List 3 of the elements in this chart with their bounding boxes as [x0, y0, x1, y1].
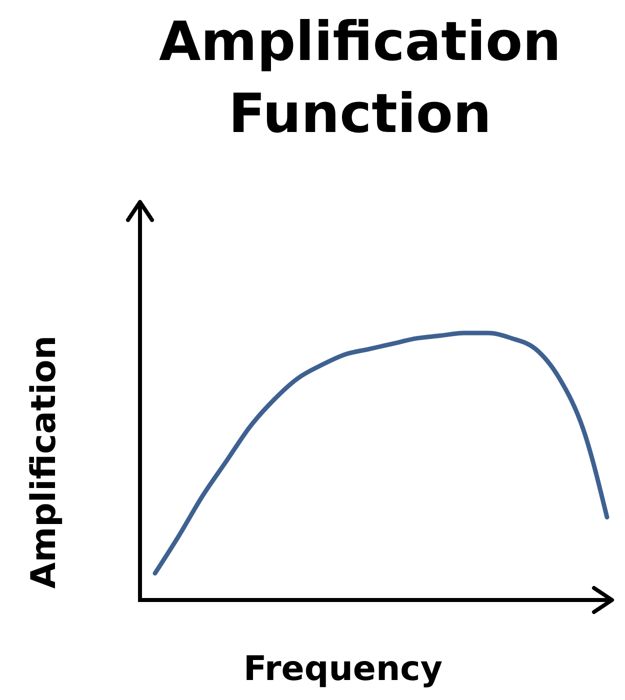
x-axis-title: Frequency [243, 649, 443, 689]
chart-title: Amplification Function [158, 10, 562, 145]
y-axis-title: Amplification [24, 335, 64, 589]
